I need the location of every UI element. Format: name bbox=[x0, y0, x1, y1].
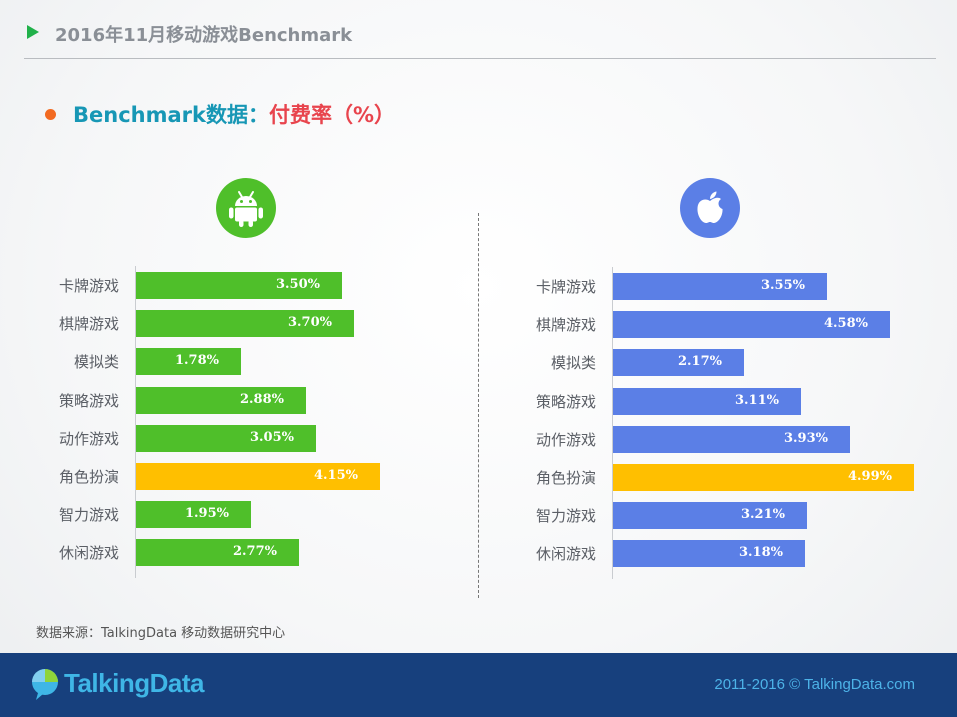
ios-category-label: 动作游戏 bbox=[535, 430, 596, 449]
android-category-label: 策略游戏 bbox=[58, 391, 119, 410]
ios-bar: 2.17% bbox=[613, 349, 744, 377]
android-bar: 3.05% bbox=[136, 424, 316, 452]
subtitle-part2: 付费率（%） bbox=[268, 103, 396, 127]
android-bar-value-label: 4.15% bbox=[313, 468, 358, 483]
android-category-label: 休闲游戏 bbox=[58, 544, 119, 563]
android-bar: 2.88% bbox=[136, 386, 306, 414]
android-category-label: 动作游戏 bbox=[58, 429, 119, 448]
ios-bar-value-label: 4.99% bbox=[847, 469, 892, 484]
chart-subtitle: Benchmark数据：付费率（%） bbox=[45, 99, 395, 129]
android-bar: 1.78% bbox=[136, 348, 241, 376]
ios-category-label: 棋牌游戏 bbox=[535, 316, 596, 335]
ios-category-label: 角色扮演 bbox=[535, 469, 596, 487]
ios-category-label: 策略游戏 bbox=[535, 392, 596, 411]
android-icon bbox=[216, 178, 276, 238]
android-category-label: 角色扮演 bbox=[58, 468, 119, 486]
android-bar: 1.95% bbox=[136, 501, 251, 529]
android-category-label: 智力游戏 bbox=[58, 506, 119, 525]
ios-bar: 3.11% bbox=[613, 387, 801, 415]
ios-category-label: 智力游戏 bbox=[535, 507, 596, 526]
talkingdata-logo-icon bbox=[32, 669, 58, 700]
android-bar-value-label: 2.77% bbox=[232, 544, 277, 560]
ios-bar: 3.21% bbox=[613, 502, 807, 530]
data-source: 数据来源：TalkingData 移动数据研究中心 bbox=[36, 626, 286, 641]
ios-bar-value-label: 3.18% bbox=[738, 545, 783, 561]
ios-bar-value-label: 3.21% bbox=[740, 507, 785, 523]
android-category-label: 模拟类 bbox=[73, 353, 119, 372]
android-bar-value-label: 1.95% bbox=[184, 506, 229, 522]
android-bar-value-label: 2.88% bbox=[239, 391, 284, 407]
bullet-dot-icon bbox=[45, 108, 56, 120]
center-divider bbox=[478, 213, 479, 598]
ios-bar-value-label: 3.55% bbox=[760, 278, 805, 293]
ios-bar-value-label: 2.17% bbox=[677, 354, 722, 370]
ios-bar: 4.58% bbox=[613, 311, 890, 339]
ios-category-label: 休闲游戏 bbox=[535, 545, 596, 564]
android-category-label: 卡牌游戏 bbox=[58, 277, 119, 295]
android-bar: 3.70% bbox=[136, 310, 354, 338]
android-axis-line bbox=[135, 266, 136, 578]
android-category-label: 棋牌游戏 bbox=[58, 315, 119, 334]
android-bar-value-label: 3.50% bbox=[275, 277, 320, 292]
apple-icon bbox=[680, 178, 740, 238]
footer: TalkingData 2011-2016 © TalkingData.com bbox=[0, 653, 957, 717]
android-bar-value-label: 1.78% bbox=[174, 353, 219, 369]
page-title: 2016年11月移动游戏Benchmark bbox=[55, 25, 353, 46]
android-bar-value-label: 3.70% bbox=[287, 315, 332, 331]
android-bar: 4.15% bbox=[136, 463, 380, 490]
ios-bar: 3.93% bbox=[613, 425, 850, 453]
play-triangle-icon bbox=[27, 25, 39, 39]
ios-category-label: 模拟类 bbox=[550, 354, 596, 373]
ios-bar: 3.18% bbox=[613, 540, 805, 568]
header-divider bbox=[24, 58, 936, 59]
header: 2016年11月移动游戏Benchmark bbox=[0, 0, 957, 60]
footer-copyright: 2011-2016 © TalkingData.com bbox=[714, 676, 915, 693]
ios-bar: 4.99% bbox=[613, 464, 914, 491]
ios-bar-value-label: 3.11% bbox=[734, 392, 779, 408]
android-bar: 2.77% bbox=[136, 539, 299, 567]
android-bar: 3.50% bbox=[136, 272, 342, 299]
android-bar-value-label: 3.05% bbox=[249, 429, 294, 445]
ios-bar: 3.55% bbox=[613, 273, 827, 300]
ios-bar-value-label: 4.58% bbox=[823, 316, 868, 332]
subtitle-part1: Benchmark数据： bbox=[73, 103, 269, 127]
ios-category-label: 卡牌游戏 bbox=[535, 278, 596, 296]
footer-logo-text: TalkingData bbox=[64, 668, 204, 698]
ios-axis-line bbox=[612, 267, 613, 579]
ios-bar-value-label: 3.93% bbox=[783, 430, 828, 446]
